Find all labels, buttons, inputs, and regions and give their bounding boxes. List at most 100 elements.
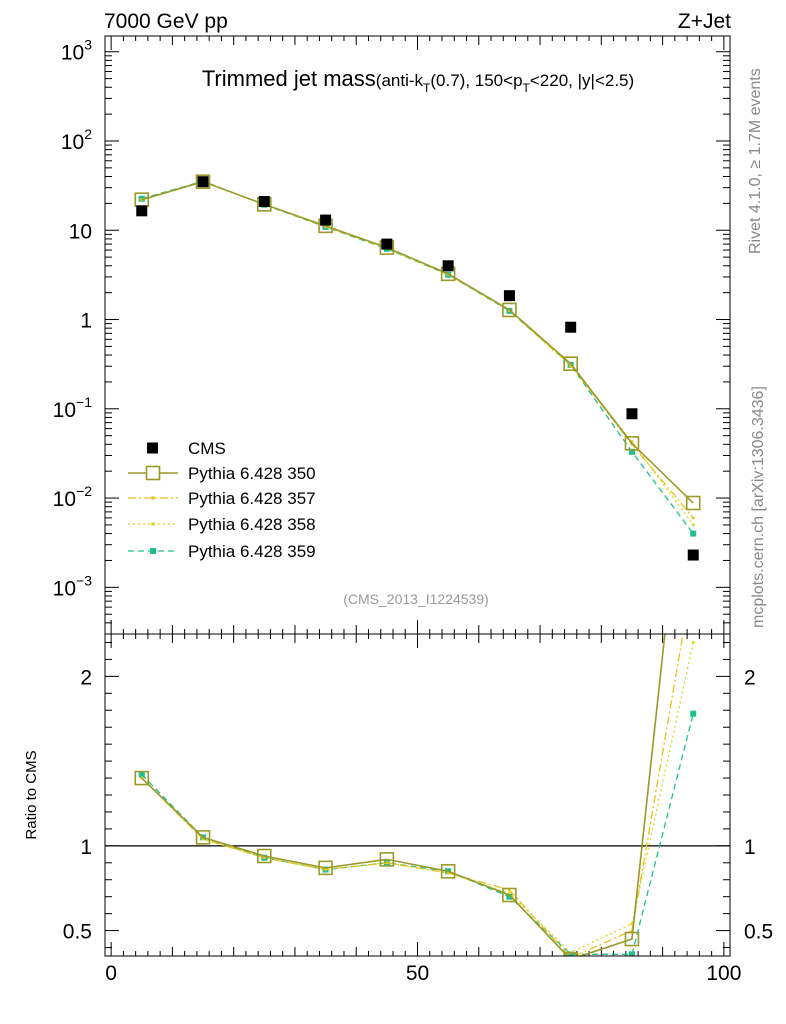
ratio-y-tick-label-right: 0.5 [744, 921, 773, 944]
x-tick-label: 0 [105, 962, 117, 985]
point-p350 [502, 302, 517, 318]
ratio-point-p350 [687, 365, 700, 378]
legend-marker-p357 [151, 496, 155, 500]
ratio-y-tick-label-right: 1 [744, 836, 756, 859]
point-p359 [690, 530, 697, 537]
ratio-point-p350 [195, 830, 211, 845]
y-tick-base: 1 [80, 310, 92, 333]
y-tick-base: 10 [53, 577, 76, 600]
x-tick-label: 100 [706, 962, 741, 985]
y-tick-base: 10 [69, 220, 92, 243]
point-cms [503, 290, 515, 302]
point-p359 [628, 448, 635, 455]
rivet-label: Rivet 4.1.0, ≥ 1.7M events [747, 68, 764, 254]
title-main: Trimmed jet mass [202, 66, 376, 91]
ratio-axes: 0.5 0.5 1 1 2 2 0 50 100 [63, 634, 773, 985]
y-tick-label: 10 [69, 220, 92, 243]
point-p350 [624, 436, 640, 451]
point-p350 [685, 495, 701, 511]
title-part-3: <220, |y|<2.5) [530, 71, 634, 90]
ratio-panel: 0.5 0.5 1 1 2 2 0 50 100 [63, 365, 773, 985]
point-p357 [691, 516, 695, 520]
y-tick-base: 10 [53, 488, 76, 511]
ratio-point-p359 [690, 710, 697, 717]
y-tick-base: 10 [61, 42, 84, 65]
ratio-point-p357 [569, 956, 572, 959]
analysis-id: (CMS_2013_I1224539) [343, 591, 489, 607]
ratio-y-tick-label-right: 2 [744, 666, 756, 689]
ratio-point-p350 [134, 770, 150, 786]
legend-label-p357: Pythia 6.428 357 [188, 489, 316, 508]
title-part-1: (anti-k [376, 71, 424, 90]
legend-marker-p358 [151, 522, 155, 526]
ratio-point-p358 [691, 640, 695, 644]
plot-title: Trimmed jet mass(anti-kT(0.7), 150<pT<22… [202, 66, 634, 95]
header-left: 7000 GeV pp [104, 10, 228, 33]
point-p358 [691, 523, 695, 527]
point-cms [258, 195, 270, 207]
point-p350 [563, 356, 578, 371]
legend-marker-p350 [145, 465, 161, 481]
y-tick-exponent: 2 [84, 126, 92, 142]
header-right: Z+Jet [678, 10, 731, 33]
y-tick-label: 10−3 [53, 572, 93, 600]
ratio-point-p350 [257, 848, 272, 864]
ratio-point-p357 [385, 861, 389, 865]
legend-label-p350: Pythia 6.428 350 [188, 464, 316, 483]
ratio-line-p350 [141, 634, 666, 956]
y-tick-exponent: −2 [76, 483, 92, 499]
title-part-2: (0.7), 150<p [430, 71, 522, 90]
legend-label-cms: CMS [188, 439, 226, 458]
y-tick-label: 103 [61, 37, 92, 65]
ratio-y-tick-label-left: 2 [80, 666, 92, 689]
y-tick-label: 1 [80, 310, 92, 333]
y-tick-exponent: −1 [76, 394, 92, 410]
ratio-point-p350 [379, 852, 395, 867]
y-tick-exponent: 3 [84, 37, 92, 53]
point-cms [320, 214, 332, 226]
ratio-line-p358 [141, 642, 694, 954]
legend-marker-p359 [150, 548, 156, 554]
y-tick-label: 10−2 [53, 483, 93, 511]
main-data-area [134, 174, 701, 561]
point-cms [565, 321, 577, 333]
ratio-point-p350 [318, 860, 333, 876]
ratio-ylabel: Ratio to CMS [23, 750, 40, 839]
point-p350 [195, 174, 211, 189]
point-cms [381, 238, 393, 250]
ratio-point-p359 [506, 893, 513, 900]
y-tick-base: 10 [61, 131, 84, 154]
mcplots-label: mcplots.cern.ch [arXiv:1306.3436] [750, 386, 767, 628]
series-line-p350 [141, 180, 694, 504]
legend-marker-cms [147, 442, 158, 454]
y-tick-exponent: −3 [76, 572, 92, 588]
title-sub-2: T [523, 81, 531, 95]
ratio-point-p357 [324, 868, 328, 872]
point-cms [687, 549, 699, 561]
point-cms [136, 205, 148, 217]
ratio-point-p350 [563, 952, 578, 956]
ratio-point-p350 [502, 887, 517, 903]
ratio-data-area [105, 365, 730, 959]
ratio-line-p357 [141, 634, 684, 956]
point-cms [197, 176, 209, 188]
ratio-y-tick-label-left: 1 [80, 836, 92, 859]
y-tick-base: 10 [53, 399, 76, 422]
ratio-point-p350 [440, 863, 456, 879]
y-tick-label: 102 [61, 126, 92, 154]
legend: CMS Pythia 6.428 350 Pythia 6.428 357 Pythi… [128, 439, 316, 561]
x-tick-label: 50 [406, 962, 429, 985]
ratio-line-p359 [141, 713, 694, 955]
ratio-point-p359 [138, 771, 145, 778]
legend-label-p359: Pythia 6.428 359 [188, 542, 316, 561]
ratio-point-p359 [628, 951, 635, 956]
ratio-y-tick-label-left: 0.5 [63, 921, 92, 944]
y-tick-label: 10−1 [53, 394, 93, 422]
point-cms [442, 260, 454, 272]
point-cms [626, 408, 638, 420]
ratio-point-p357 [692, 573, 695, 576]
ratio-frame [104, 633, 731, 957]
